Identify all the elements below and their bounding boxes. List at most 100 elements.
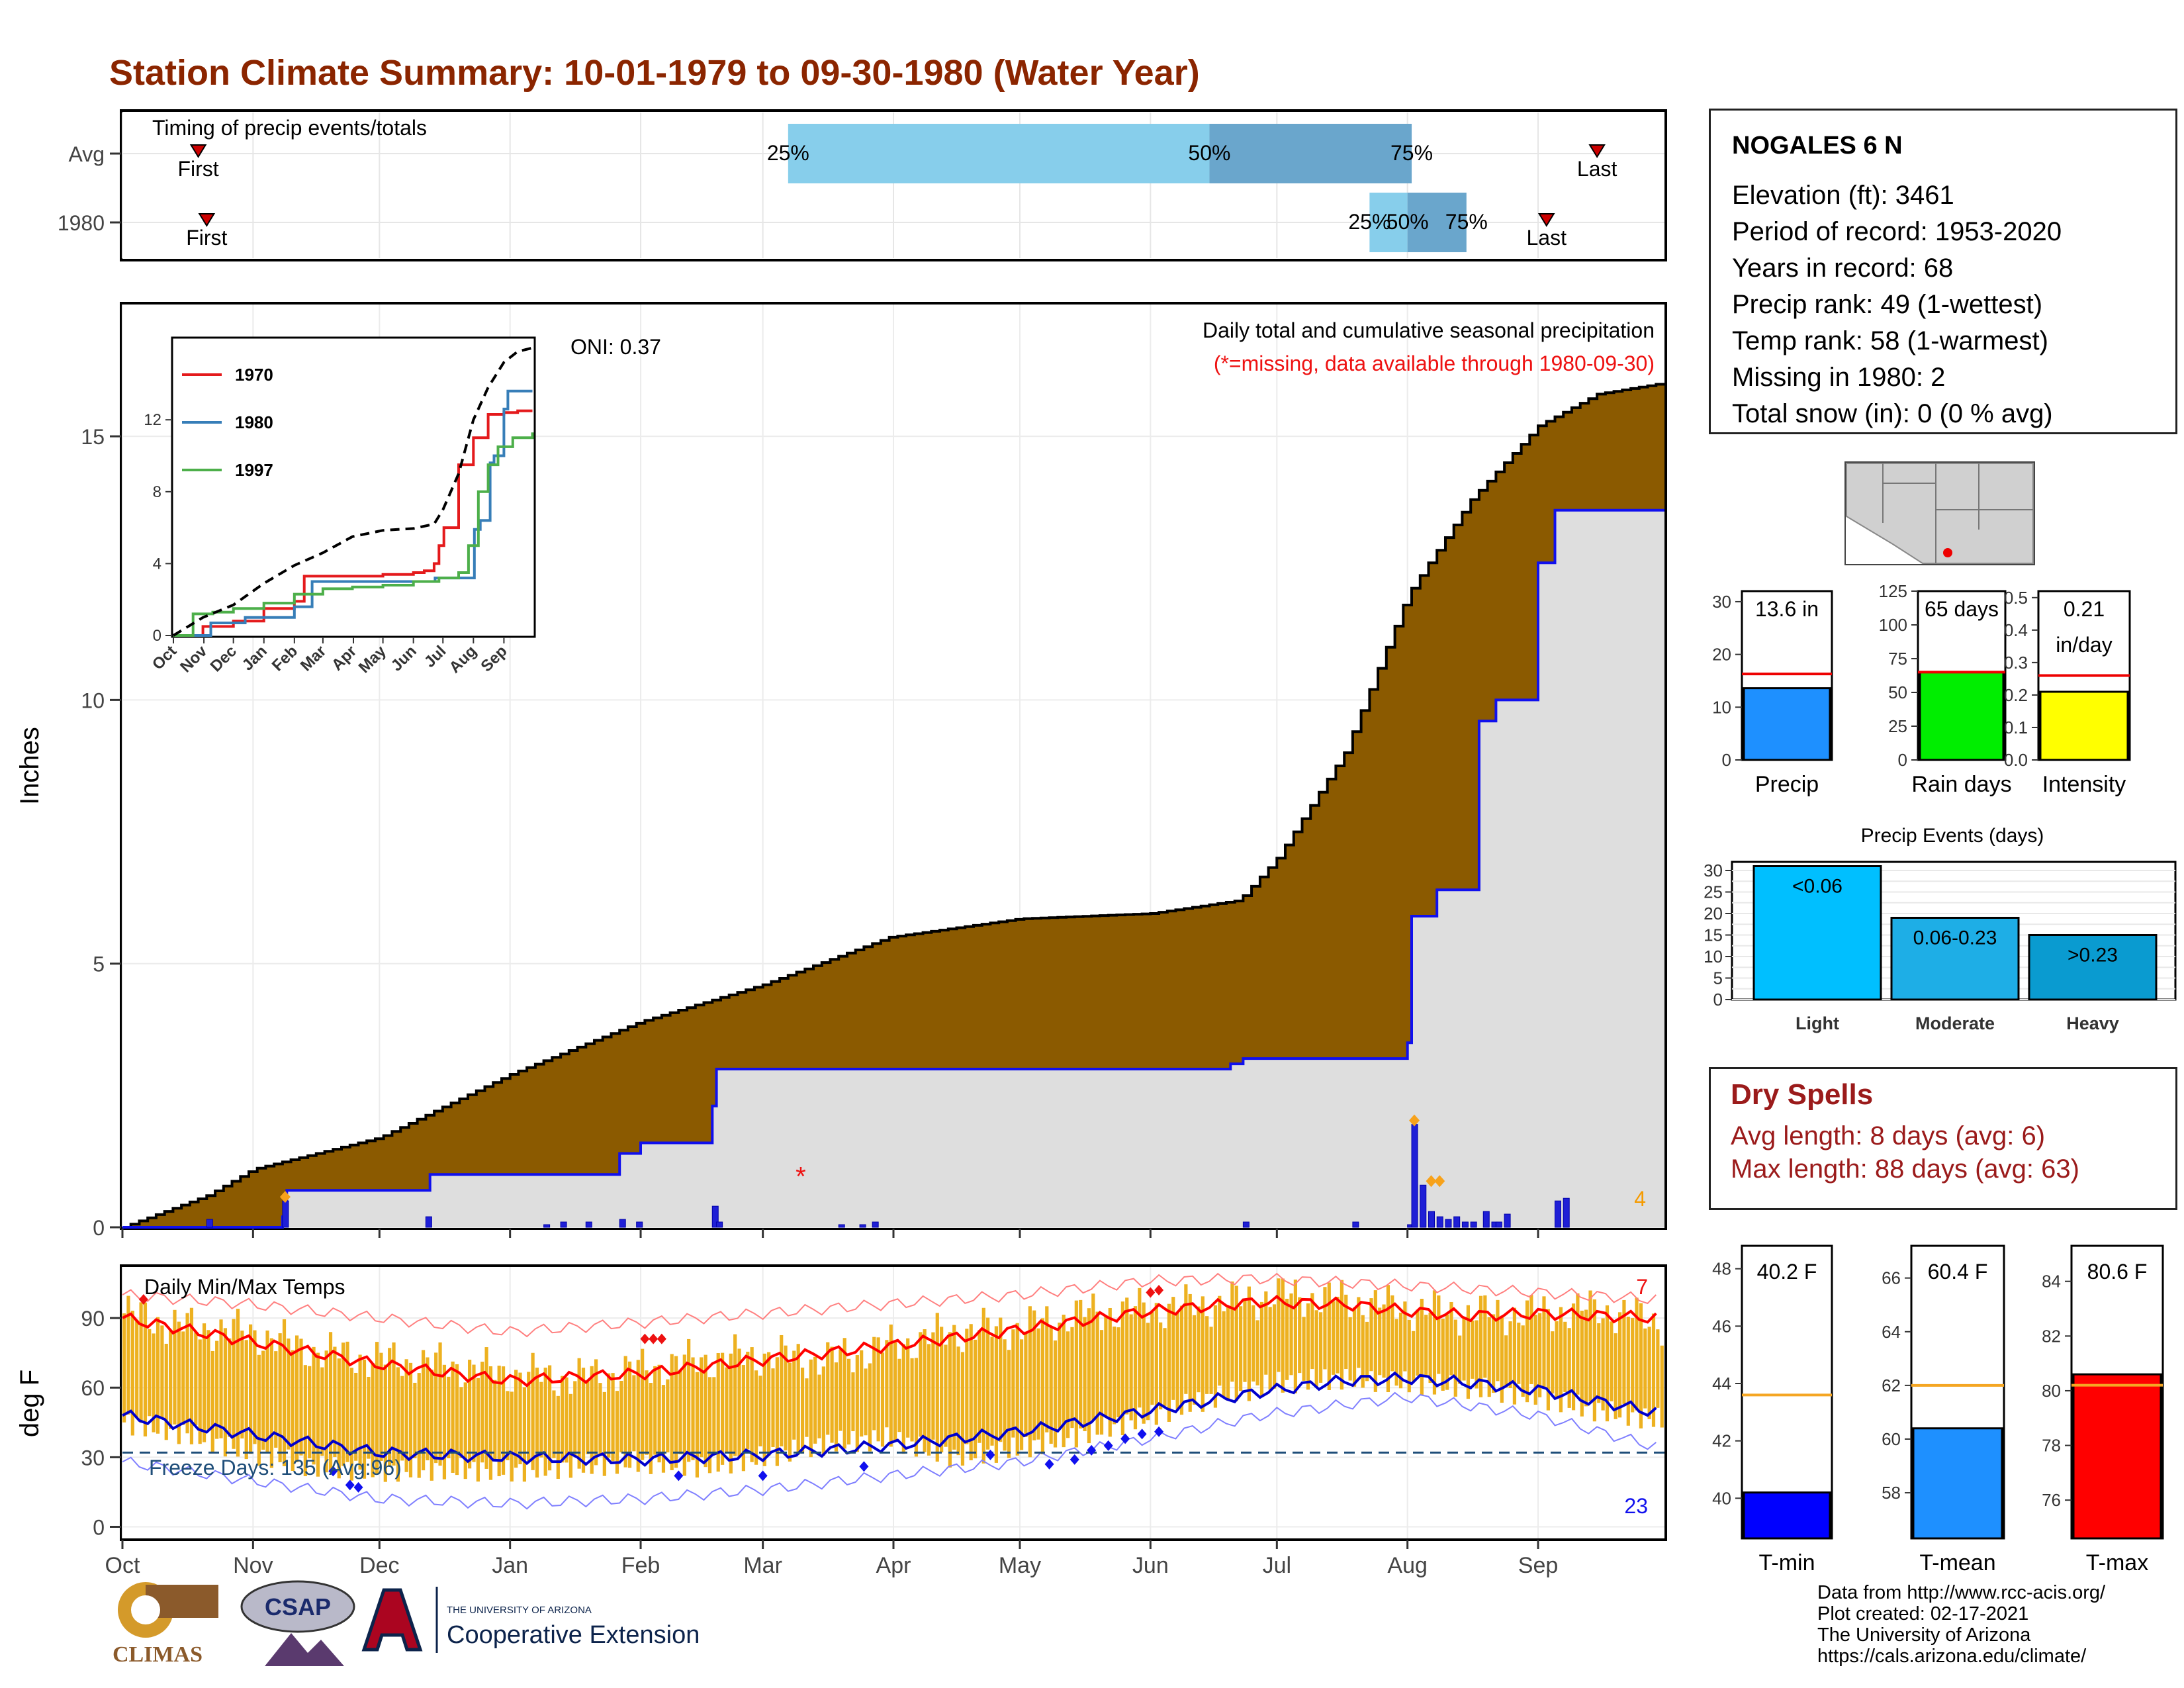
csap-logo: CSAP	[240, 1580, 355, 1666]
daily-temp-bar	[817, 1374, 821, 1438]
daily-temp-bar	[257, 1354, 261, 1466]
daily-temp-bar	[910, 1358, 914, 1442]
daily-temp-bar	[510, 1391, 514, 1482]
daily-temp-bar	[1179, 1305, 1184, 1415]
record-high-marker	[138, 1294, 148, 1305]
daily-temp-bar	[885, 1340, 889, 1428]
daily-temp-bar	[1458, 1335, 1462, 1384]
daily-temp-bar	[1437, 1295, 1441, 1374]
oni-label: ONI: 0.37	[570, 335, 661, 359]
daily-temp-bar	[893, 1342, 897, 1441]
daily-temp-bar	[228, 1338, 232, 1437]
events-tick-label: 20	[1704, 904, 1723, 923]
daily-temp-bar	[762, 1353, 766, 1466]
daily-temp-bar	[712, 1377, 716, 1454]
daily-temp-bar	[1412, 1331, 1416, 1383]
daily-temp-bar	[472, 1364, 476, 1462]
daily-temp-bar	[581, 1368, 586, 1473]
temp-ytick-label: 90	[81, 1307, 105, 1331]
daily-temp-bar	[1344, 1294, 1348, 1370]
daily-temp-bar	[716, 1353, 720, 1472]
daily-temp-bar	[978, 1330, 981, 1443]
daily-temp-bar	[649, 1383, 653, 1474]
month-label: Dec	[359, 1553, 399, 1578]
dry-spells-box: Dry Spells Avg length: 8 days (avg: 6) M…	[1709, 1067, 2177, 1210]
daily-temp-bar	[1040, 1318, 1045, 1454]
daily-temp-bar	[476, 1378, 480, 1482]
dry-max-length: Max length: 88 days (avg: 63)	[1731, 1154, 2079, 1184]
cumulative-1980-area	[122, 510, 1664, 1228]
daily-temp-bar	[615, 1391, 619, 1474]
cumulative-1980-line	[122, 508, 1664, 1229]
temp-bar-value: 80.6 F	[2087, 1260, 2148, 1284]
timing-p25-label: 25%	[1348, 210, 1390, 234]
daily-temp-bar	[139, 1302, 143, 1423]
daily-temp-bar	[543, 1368, 547, 1476]
summary-bar-tick-label: 0.1	[2004, 718, 2028, 737]
daily-temp-bar	[488, 1366, 493, 1480]
events-bar	[2028, 934, 2158, 1001]
temp-bar-tick-label: 58	[1882, 1483, 1901, 1503]
daily-temp-bar	[324, 1350, 328, 1473]
daily-temp-bar	[1028, 1306, 1032, 1458]
events-bar	[1752, 865, 1882, 1001]
timing-bar-25-50	[1369, 193, 1408, 252]
daily-temp-bar	[169, 1329, 173, 1429]
daily-temp-bar	[1576, 1293, 1580, 1395]
daily-temp-bar	[1365, 1321, 1369, 1382]
temp-bar-tick-label: 44	[1712, 1374, 1731, 1393]
month-label: Nov	[233, 1553, 273, 1578]
daily-temp-bar	[619, 1380, 623, 1453]
cold-count-label: 23	[1624, 1494, 1648, 1518]
daily-temp-bar	[952, 1325, 956, 1450]
precip-ytick-label: 0	[93, 1216, 105, 1240]
daily-temp-bar	[725, 1367, 729, 1454]
daily-temp-bar	[463, 1382, 467, 1479]
daily-temp-bar	[219, 1319, 223, 1438]
daily-temp-bar	[1129, 1314, 1133, 1421]
daily-temp-bar	[333, 1346, 337, 1457]
record-low-marker	[1120, 1433, 1130, 1444]
daily-temp-bar	[535, 1368, 539, 1478]
daily-temp-bar	[194, 1332, 198, 1425]
map-land	[1846, 463, 2034, 564]
daily-temp-bar	[295, 1335, 299, 1462]
temp-bar-tick-label: 64	[1882, 1322, 1901, 1342]
daily-temp-bar	[927, 1344, 931, 1456]
daily-temp-bar	[1243, 1299, 1247, 1382]
events-bar-value: 0.06-0.23	[1913, 927, 1997, 949]
daily-temp-bar	[1074, 1300, 1078, 1448]
daily-temp-bar	[1079, 1299, 1083, 1429]
daily-precip-bar	[1482, 1211, 1490, 1228]
station-line: Precip rank: 49 (1-wettest)	[1732, 290, 2043, 319]
daily-temp-bar	[1407, 1319, 1411, 1393]
daily-temp-bar	[1277, 1278, 1281, 1372]
daily-temp-bar	[855, 1355, 859, 1452]
daily-temp-bar	[328, 1332, 333, 1472]
daily-temp-bar	[160, 1325, 164, 1419]
daily-temp-bar	[413, 1382, 417, 1459]
daily-temp-bar	[1108, 1307, 1112, 1437]
month-label: Mar	[743, 1553, 782, 1578]
temp-bar-label: T-mean	[1919, 1550, 1995, 1575]
daily-temp-bar	[552, 1390, 556, 1458]
daily-temp-bar	[547, 1365, 552, 1471]
daily-temp-bar	[345, 1341, 349, 1462]
precip-panel: * 0 5 10 15 Inches Daily total and cumulati…	[15, 302, 1667, 1240]
daily-temp-bar	[923, 1329, 927, 1452]
csap-mountains	[265, 1633, 344, 1666]
daily-temp-bar	[362, 1359, 367, 1479]
daily-temp-bar	[880, 1352, 885, 1447]
daily-temp-bar	[969, 1324, 973, 1461]
daily-temp-bar	[388, 1348, 392, 1467]
daily-temp-bar	[1378, 1307, 1382, 1376]
footer-credits: Data from http://www.rcc-acis.org/ Plot …	[1817, 1582, 2105, 1667]
daily-temp-bar	[198, 1339, 202, 1444]
daily-temp-bar	[1049, 1326, 1053, 1444]
daily-temp-bar	[632, 1375, 636, 1452]
daily-temp-bar	[303, 1365, 307, 1477]
daily-temp-bar	[1559, 1307, 1563, 1413]
record-high-marker	[649, 1333, 659, 1344]
hot-count-label: 7	[1636, 1275, 1648, 1299]
